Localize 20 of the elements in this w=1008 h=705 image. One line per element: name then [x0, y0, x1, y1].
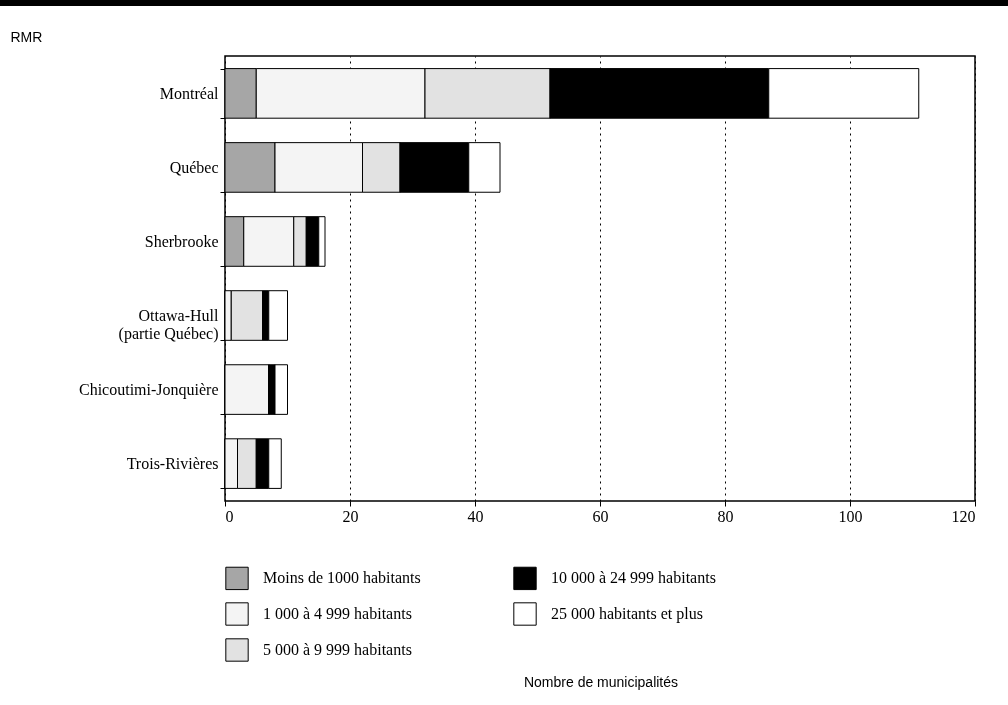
y-axis-title: RMR [10, 28, 43, 45]
legend-label: Moins de 1000 habitants [263, 569, 421, 587]
legend-label: 1 000 à 4 999 habitants [263, 605, 412, 622]
y-tick-label: Montréal [159, 84, 220, 102]
y-tick-label: Chicoutimi-Jonquière [78, 381, 219, 400]
x-tick-label: 60 [592, 507, 609, 525]
x-tick-label: 100 [838, 507, 863, 525]
text: Nombre de municipalités [522, 674, 680, 690]
x-tick-label: 20 [342, 507, 359, 525]
y-tick-label: Trois-Rivières [126, 455, 219, 473]
y-tick-label: Ottawa-Hull (partie Québec) [118, 307, 220, 344]
legend-label: 25 000 habitants et plus [551, 605, 703, 623]
x-tick-label: 80 [717, 507, 734, 525]
y-tick-label: Sherbrooke [144, 232, 219, 250]
legend-label: 5 000 à 9 999 habitants [263, 641, 412, 658]
x-tick-label: 0 [225, 507, 234, 525]
x-tick-label: 40 [467, 507, 484, 525]
x-tick-label: 120 [951, 507, 976, 525]
legend-label: 10 000 à 24 999 habitants [551, 569, 716, 587]
y-tick-label: Québec [169, 158, 219, 176]
